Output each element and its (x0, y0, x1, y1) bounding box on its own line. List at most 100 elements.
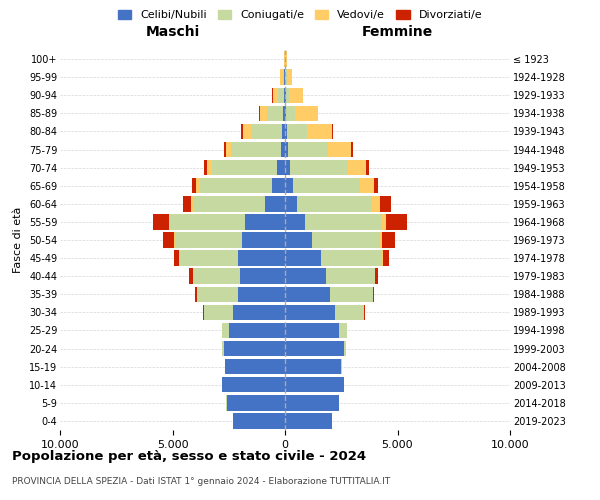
Bar (242, 124, 251, 139)
Bar (174, 250, 179, 266)
Bar (196, 286, 197, 302)
Bar (191, 178, 196, 194)
Bar (240, 268, 285, 284)
Bar (287, 124, 307, 139)
Legend: Celibi/Nubili, Coniugati/e, Vedovi/e, Divorziati/e: Celibi/Nubili, Coniugati/e, Vedovi/e, Di… (113, 6, 487, 25)
Text: Maschi: Maschi (145, 25, 200, 39)
Text: Femmine: Femmine (362, 25, 433, 39)
Bar (343, 341, 346, 356)
Bar (281, 142, 285, 157)
Bar (285, 304, 335, 320)
Bar (285, 250, 321, 266)
Bar (280, 70, 283, 85)
Bar (295, 106, 317, 121)
Y-axis label: Fasce di età: Fasce di età (13, 207, 23, 273)
Bar (191, 196, 193, 212)
Bar (174, 232, 175, 248)
Bar (371, 196, 380, 212)
Bar (307, 124, 332, 139)
Bar (330, 286, 373, 302)
Bar (271, 178, 285, 194)
Bar (203, 304, 204, 320)
Bar (285, 214, 305, 230)
Bar (224, 142, 226, 157)
Bar (285, 106, 286, 121)
Bar (335, 304, 364, 320)
Bar (382, 214, 386, 230)
Bar (293, 178, 361, 194)
Bar (260, 106, 268, 121)
Bar (382, 250, 383, 266)
Bar (283, 70, 284, 85)
Bar (285, 142, 288, 157)
Bar (227, 395, 285, 410)
Bar (233, 414, 285, 428)
Bar (199, 178, 271, 194)
Bar (348, 160, 366, 176)
Bar (204, 304, 233, 320)
Bar (285, 178, 293, 194)
Bar (242, 232, 285, 248)
Bar (241, 124, 242, 139)
Bar (196, 178, 199, 194)
Bar (175, 232, 242, 248)
Bar (226, 142, 232, 157)
Bar (193, 268, 240, 284)
Bar (169, 214, 170, 230)
Bar (183, 196, 191, 212)
Bar (285, 88, 286, 103)
Bar (286, 106, 295, 121)
Bar (283, 106, 285, 121)
Bar (380, 232, 382, 248)
Bar (189, 268, 193, 284)
Bar (380, 196, 391, 212)
Bar (232, 142, 281, 157)
Bar (224, 359, 226, 374)
Bar (285, 232, 312, 248)
Bar (328, 142, 350, 157)
Bar (285, 196, 298, 212)
Bar (285, 323, 339, 338)
Bar (268, 106, 283, 121)
Bar (341, 359, 342, 374)
Bar (312, 232, 380, 248)
Bar (259, 106, 260, 121)
Bar (285, 414, 332, 428)
Bar (222, 341, 224, 356)
Bar (238, 286, 285, 302)
Bar (366, 160, 368, 176)
Text: PROVINCIA DELLA SPEZIA - Dati ISTAT 1° gennaio 2024 - Elaborazione TUTTITALIA.IT: PROVINCIA DELLA SPEZIA - Dati ISTAT 1° g… (12, 478, 390, 486)
Bar (288, 142, 328, 157)
Bar (226, 359, 285, 374)
Bar (285, 395, 339, 410)
Bar (284, 88, 285, 103)
Bar (325, 268, 375, 284)
Bar (224, 341, 285, 356)
Bar (229, 323, 285, 338)
Bar (265, 196, 285, 212)
Bar (350, 142, 353, 157)
Bar (361, 178, 374, 194)
Bar (170, 214, 245, 230)
Bar (290, 160, 348, 176)
Bar (238, 250, 285, 266)
Bar (285, 286, 330, 302)
Bar (285, 377, 343, 392)
Bar (284, 70, 285, 85)
Bar (285, 124, 287, 139)
Bar (153, 214, 169, 230)
Bar (251, 124, 282, 139)
Bar (233, 304, 285, 320)
Bar (208, 160, 212, 176)
Bar (197, 286, 238, 302)
Bar (212, 160, 277, 176)
Bar (222, 323, 229, 338)
Bar (282, 124, 285, 139)
Bar (339, 323, 347, 338)
Bar (386, 214, 407, 230)
Bar (286, 88, 289, 103)
Bar (285, 359, 341, 374)
Bar (382, 232, 395, 248)
Bar (289, 88, 302, 103)
Bar (305, 214, 382, 230)
